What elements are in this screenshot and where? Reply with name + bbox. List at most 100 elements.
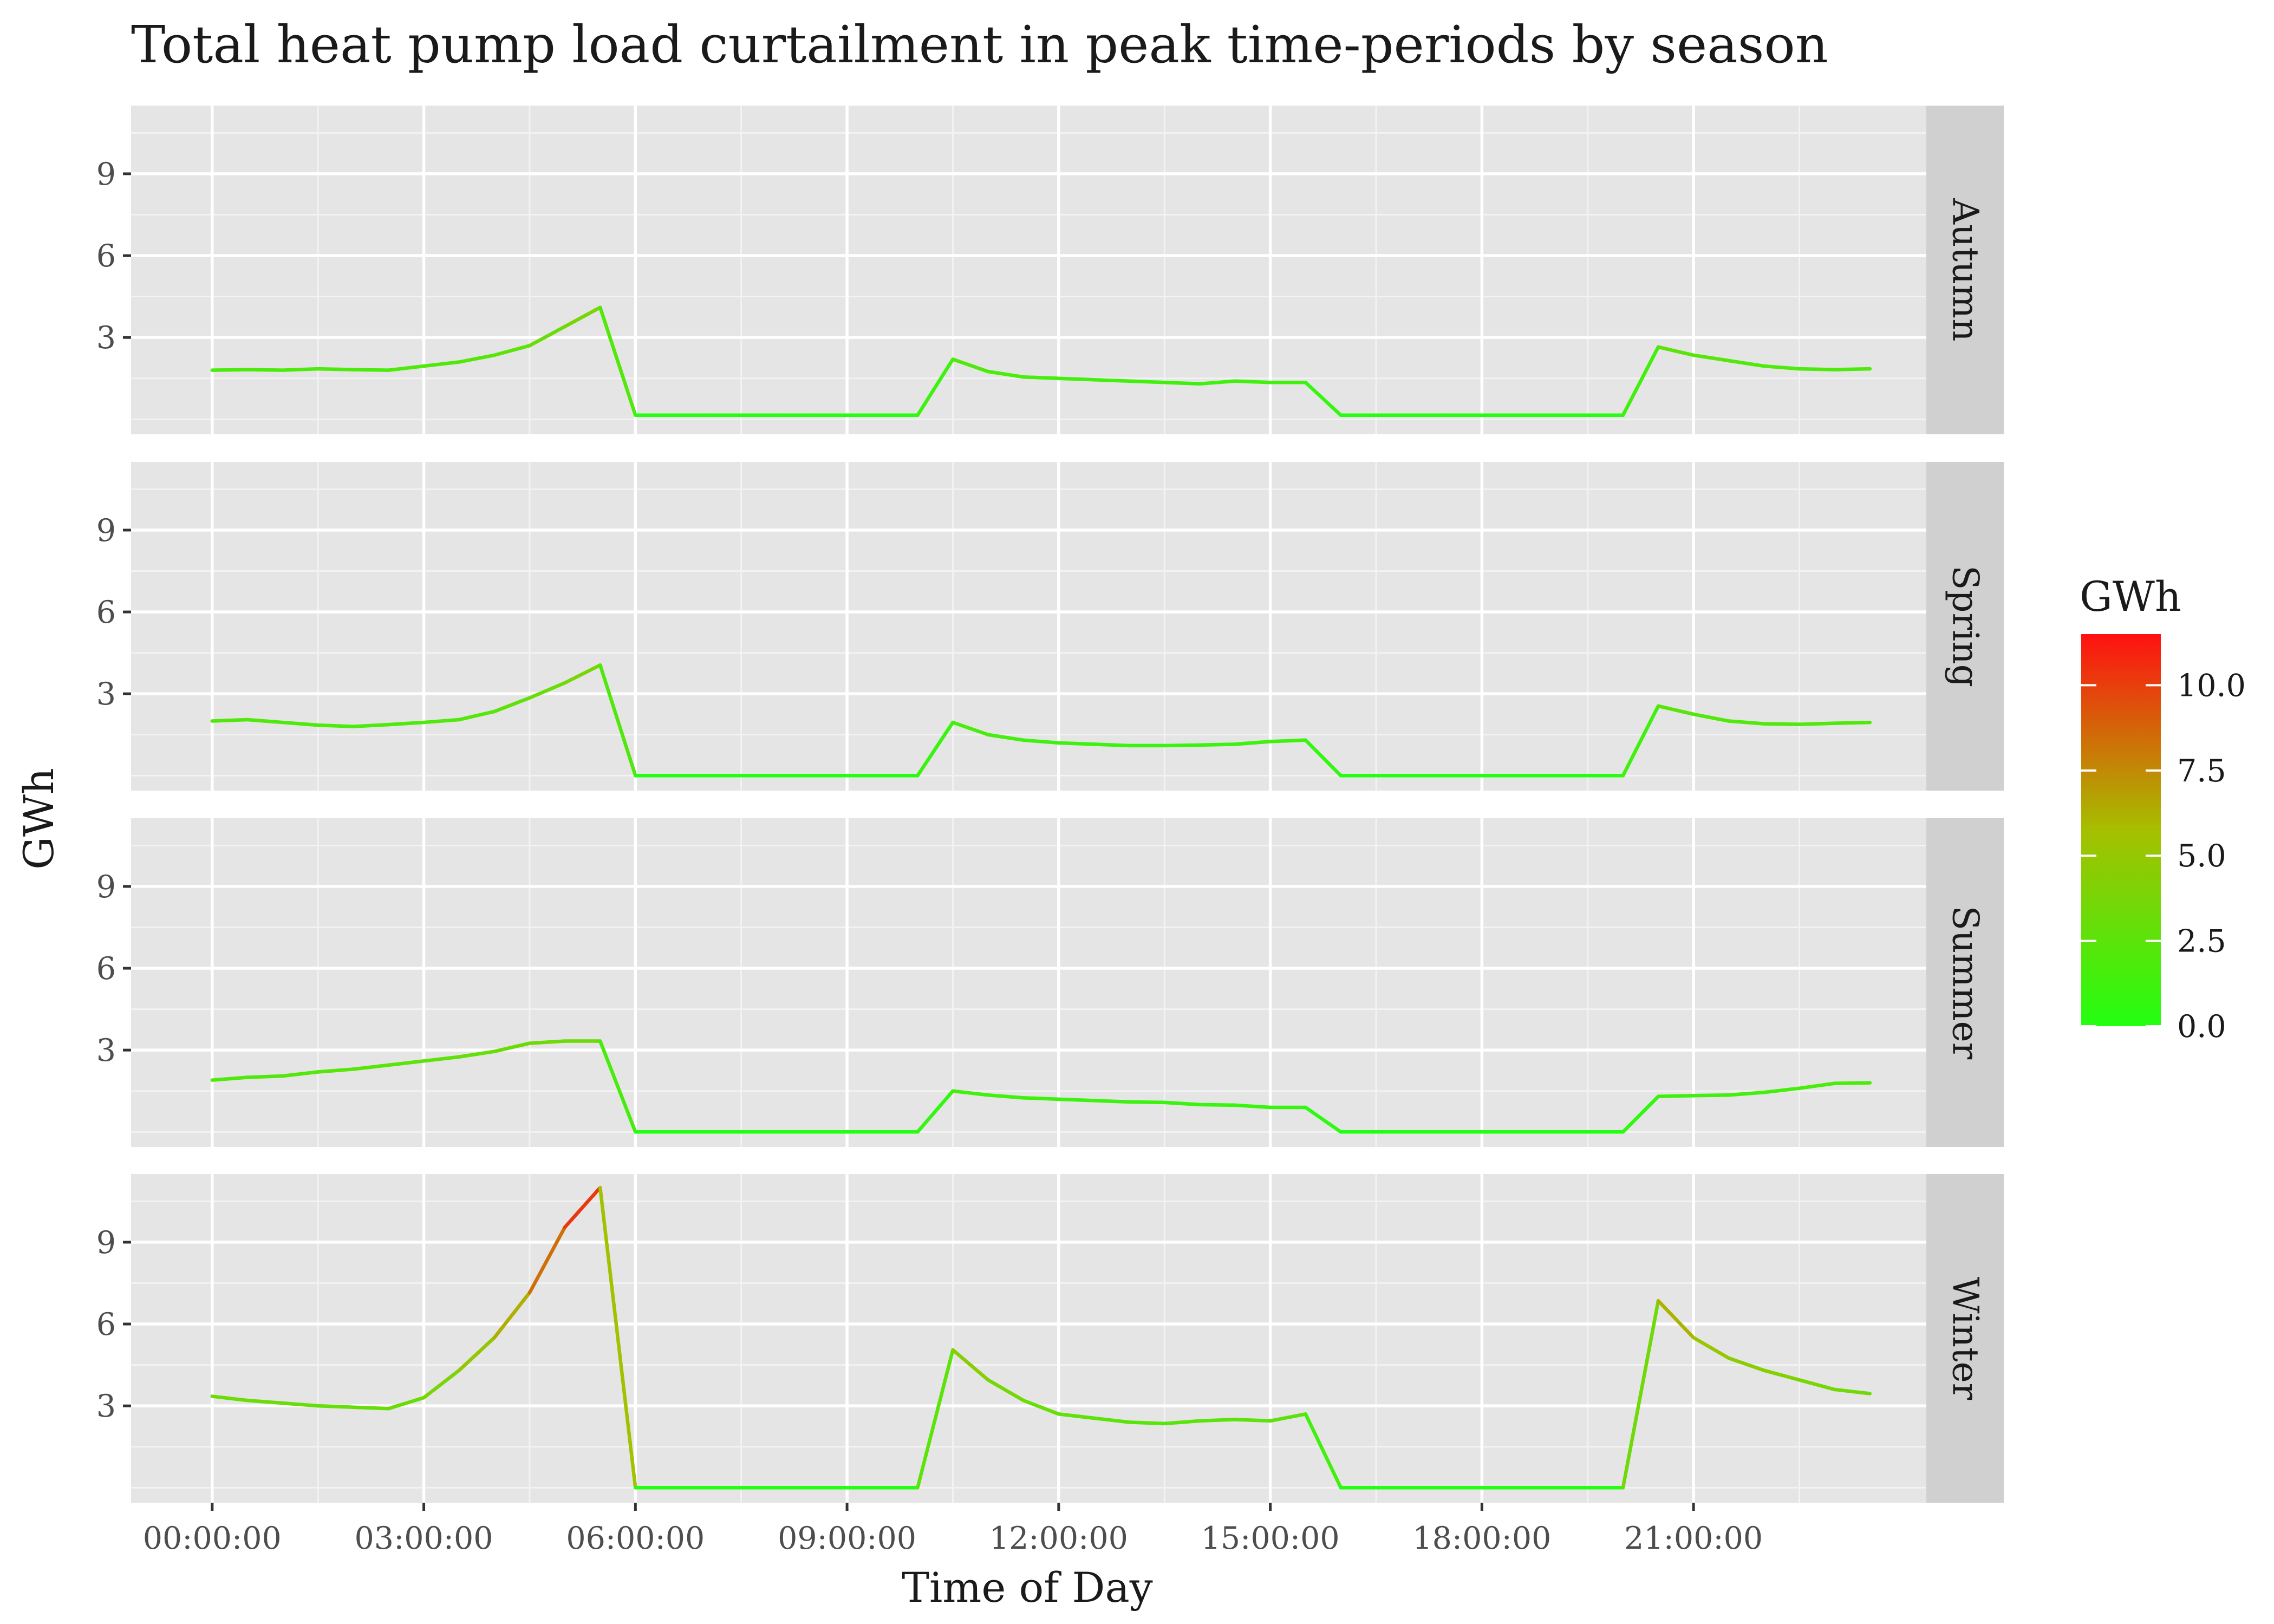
y-tick-label: 9	[96, 1225, 116, 1261]
line-segment	[986, 369, 1025, 379]
line-segment	[1691, 1335, 1731, 1360]
facet-strip-label: Winter	[1945, 1277, 1986, 1400]
line-segment	[387, 720, 426, 727]
line-segment	[1127, 1420, 1167, 1426]
line-segment	[1797, 1378, 1836, 1392]
line-segment	[1092, 1099, 1131, 1104]
x-tick-label: 06:00:00	[566, 1521, 705, 1556]
series-line-winter	[210, 1185, 1872, 1490]
line-segment	[1057, 376, 1096, 382]
line-segment	[598, 305, 637, 417]
line-segment	[986, 1093, 1025, 1100]
x-tick-label: 15:00:00	[1201, 1521, 1340, 1556]
line-segment	[1162, 743, 1202, 748]
line-segment	[1198, 742, 1237, 747]
x-tick-label: 18:00:00	[1412, 1521, 1551, 1556]
line-segment	[387, 364, 426, 372]
y-tick-label: 6	[96, 951, 116, 987]
line-segment	[1797, 1081, 1836, 1090]
line-segment	[316, 1404, 355, 1409]
line-segment	[1691, 353, 1731, 363]
line-segment	[1621, 345, 1660, 417]
series-line-autumn	[210, 305, 1872, 417]
line-segment	[1691, 712, 1731, 723]
y-tick-label: 6	[96, 238, 116, 274]
facet-panel-spring: 3 6 9 Spring	[96, 462, 2004, 791]
line-segment	[1057, 1097, 1096, 1103]
line-segment	[492, 696, 532, 714]
facet-strip	[1926, 818, 2004, 1147]
line-segment	[316, 367, 355, 371]
line-segment	[916, 357, 955, 417]
y-tick-label: 9	[96, 513, 116, 549]
x-tick-label: 09:00:00	[778, 1521, 916, 1556]
line-segment	[598, 1185, 637, 1490]
y-tick-label: 9	[96, 156, 116, 192]
series-line-summer	[210, 1039, 1872, 1134]
line-segment	[951, 1089, 990, 1097]
facet-strip	[1926, 106, 2004, 434]
line-segment	[1762, 1086, 1801, 1094]
line-segment	[916, 1348, 955, 1490]
line-segment	[1233, 379, 1272, 384]
line-segment	[1021, 375, 1061, 380]
y-tick-label: 3	[96, 320, 116, 356]
line-segment	[1092, 378, 1131, 383]
line-segment	[245, 1074, 285, 1079]
line-segment	[281, 367, 320, 372]
line-segment	[1092, 1416, 1131, 1424]
line-segment	[951, 1348, 990, 1382]
line-segment	[492, 1041, 532, 1053]
line-segment	[527, 1225, 567, 1295]
line-segment	[316, 723, 355, 728]
line-segment	[1021, 738, 1061, 745]
facet-panel-summer: 3 6 9 Summer	[96, 818, 2004, 1147]
line-segment	[563, 1185, 602, 1229]
line-segment	[387, 1059, 426, 1067]
line-segment	[986, 1378, 1025, 1403]
line-segment	[387, 1395, 426, 1411]
facet-strip	[1926, 462, 2004, 791]
line-segment	[422, 1368, 461, 1400]
line-segment	[527, 681, 567, 700]
facet-strip	[1926, 1174, 2004, 1503]
line-segment	[281, 720, 320, 727]
line-segment	[1656, 704, 1696, 716]
legend-tick-label: 10.0	[2177, 668, 2246, 703]
legend-tick-label: 7.5	[2177, 753, 2226, 789]
color-legend: GWh 0.0 2.5 5.0 7.5 10.0	[2080, 572, 2246, 1045]
line-segment	[210, 718, 250, 723]
legend-title: GWh	[2080, 572, 2181, 621]
series-line-spring	[210, 663, 1872, 778]
x-tick-label: 03:00:00	[355, 1521, 493, 1556]
line-segment	[1268, 1412, 1308, 1423]
panel-background	[131, 462, 1926, 791]
line-segment	[1797, 367, 1836, 371]
line-segment	[1762, 1368, 1801, 1382]
line-segment	[316, 1067, 355, 1074]
line-segment	[1797, 721, 1836, 726]
line-segment	[1127, 379, 1167, 384]
chart-title: Total heat pump load curtailment in peak…	[131, 15, 1828, 75]
line-segment	[1198, 1418, 1237, 1423]
line-segment	[1621, 1299, 1660, 1490]
line-segment	[563, 305, 602, 329]
line-segment	[1162, 381, 1202, 386]
line-segment	[1833, 367, 1872, 371]
y-axis-title: GWh	[15, 768, 63, 870]
facet-panel-winter: 3 6 9 Winter	[96, 1174, 2004, 1503]
line-segment	[1268, 738, 1308, 743]
legend-ticks: 0.0 2.5 5.0 7.5 10.0	[2081, 668, 2246, 1045]
facet-strip-label: Summer	[1945, 906, 1986, 1060]
line-segment	[1727, 358, 1766, 368]
line-segment	[1233, 740, 1272, 746]
line-segment	[598, 663, 637, 778]
line-segment	[527, 1039, 567, 1045]
line-segment	[951, 357, 990, 374]
line-segment	[563, 663, 602, 685]
line-segment	[457, 1049, 497, 1059]
line-segment	[1656, 1094, 1696, 1099]
legend-colorbar	[2081, 634, 2161, 1026]
line-segment	[1021, 1096, 1061, 1101]
y-tick-label: 3	[96, 1033, 116, 1068]
